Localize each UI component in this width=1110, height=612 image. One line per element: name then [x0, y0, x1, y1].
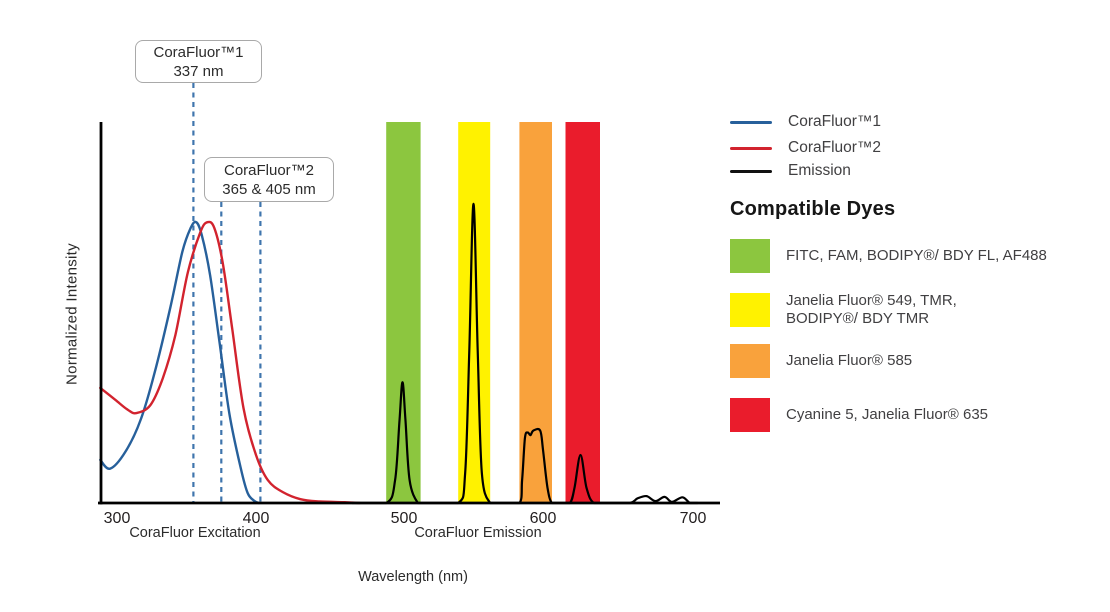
- emission-line-swatch: [730, 169, 772, 173]
- emission-section-label: CoraFluor Emission: [414, 525, 542, 541]
- dye-row-yellow: Janelia Fluor® 549, TMR, BODIPY®/ BDY TM…: [730, 292, 957, 328]
- orange-filter-swatch: [730, 344, 770, 378]
- annotation-box-corafluor1: CoraFluor™1 337 nm: [135, 40, 262, 83]
- legend-label: Emission: [788, 162, 851, 179]
- x-tick-label: 400: [243, 510, 270, 527]
- legend-item-corafluor1: CoraFluor™1: [730, 112, 881, 132]
- filter-band: [565, 122, 600, 503]
- corafluor2-excitation-curve: [99, 220, 361, 505]
- dye-label: Janelia Fluor® 585: [786, 352, 913, 369]
- filter-band: [386, 122, 421, 503]
- corafluor2-line-swatch: [730, 146, 772, 150]
- x-tick-label: 300: [104, 510, 131, 527]
- excitation-section-label: CoraFluor Excitation: [129, 525, 261, 541]
- legend: CoraFluor™1 CoraFluor™2 Emission Compati…: [730, 110, 1108, 450]
- legend-label: CoraFluor™2: [788, 139, 882, 156]
- legend-item-corafluor2: CoraFluor™2: [730, 138, 881, 158]
- dye-row-red: Cyanine 5, Janelia Fluor® 635: [730, 398, 988, 432]
- annotation-title: CoraFluor™1: [153, 43, 244, 61]
- annotation-wavelength: 365 & 405 nm: [222, 180, 316, 198]
- compatible-dyes-heading: Compatible Dyes: [730, 198, 896, 220]
- x-tick-label: 500: [391, 510, 418, 527]
- corafluor1-excitation-curve: [99, 220, 261, 505]
- annotation-title: CoraFluor™2: [223, 161, 315, 179]
- dye-row-green: FITC, FAM, BODIPY®/ BDY FL, AF488: [730, 239, 1047, 273]
- dye-row-orange: Janelia Fluor® 585: [730, 344, 912, 378]
- filter-band: [458, 122, 491, 503]
- green-filter-swatch: [730, 239, 770, 273]
- annotation-box-corafluor2: CoraFluor™2 365 & 405 nm: [204, 157, 334, 202]
- dye-label: Cyanine 5, Janelia Fluor® 635: [786, 406, 989, 423]
- x-tick-label: 700: [680, 510, 707, 527]
- yellow-filter-swatch: [730, 293, 770, 327]
- x-tick-label: 600: [530, 510, 557, 527]
- dye-label: FITC, FAM, BODIPY®/ BDY FL, AF488: [786, 247, 1047, 264]
- red-filter-swatch: [730, 398, 770, 432]
- legend-label: CoraFluor™1: [788, 113, 882, 130]
- x-axis-title: Wavelength (nm): [358, 569, 468, 585]
- dye-label: Janelia Fluor® 549, TMR, BODIPY®/ BDY TM…: [786, 292, 957, 327]
- legend-item-emission: Emission: [730, 161, 851, 181]
- y-axis-label: Normalized Intensity: [63, 243, 81, 385]
- corafluor1-line-swatch: [730, 120, 772, 124]
- annotation-wavelength: 337 nm: [173, 62, 224, 80]
